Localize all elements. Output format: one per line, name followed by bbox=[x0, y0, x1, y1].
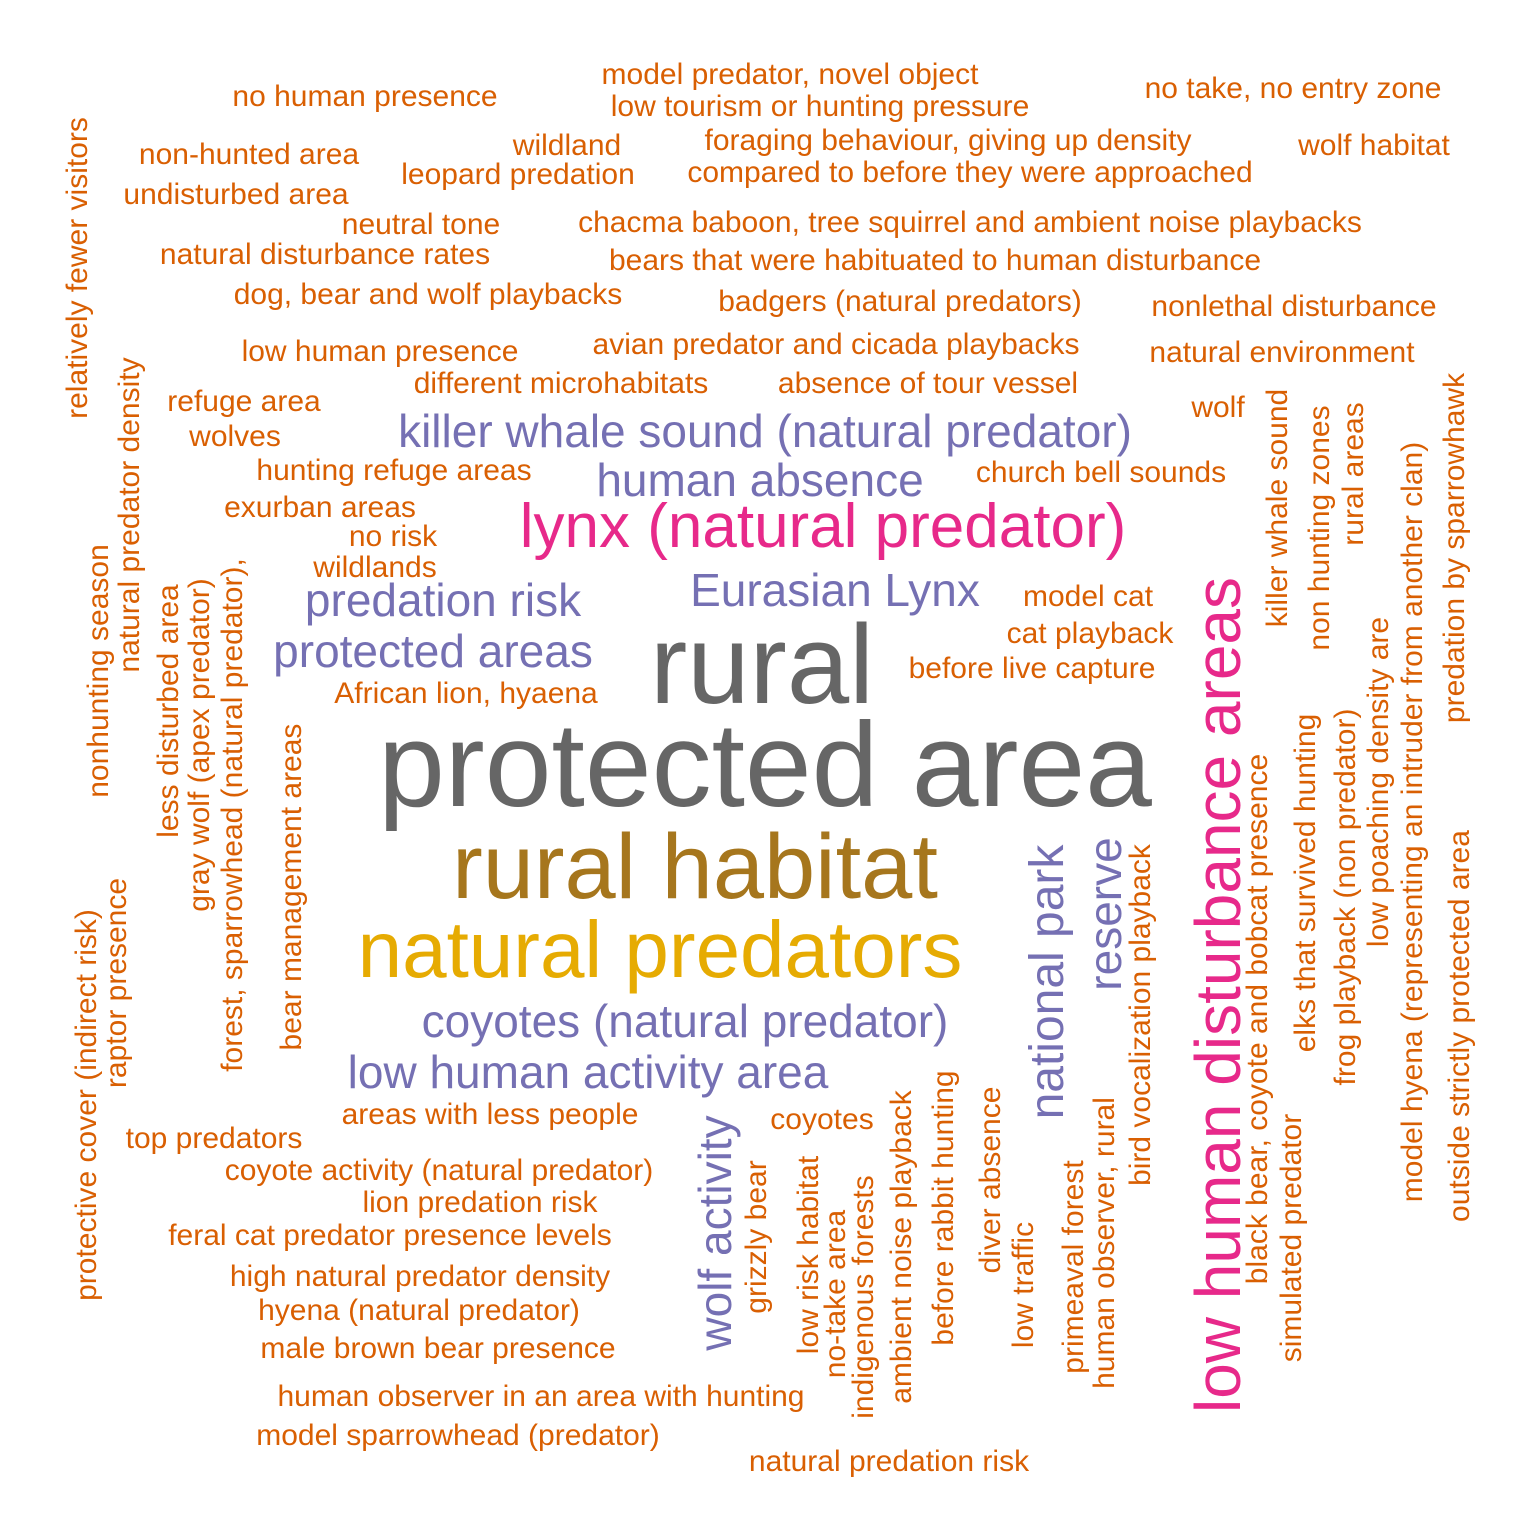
word: no risk bbox=[348, 520, 438, 553]
word: wolf activity bbox=[689, 1115, 741, 1351]
word: natural disturbance rates bbox=[159, 238, 491, 271]
word: cat playback bbox=[1006, 617, 1174, 650]
word: low traffic bbox=[1007, 1221, 1040, 1349]
word: no take, no entry zone bbox=[1144, 72, 1442, 105]
word: indigenous forests bbox=[847, 1175, 880, 1419]
word: model cat bbox=[1022, 580, 1154, 613]
word: gray wolf (apex predator) bbox=[183, 578, 216, 912]
word: rural bbox=[649, 602, 875, 727]
word: exurban areas bbox=[224, 491, 416, 524]
word: male brown bear presence bbox=[260, 1332, 616, 1365]
word: human observer in an area with hunting bbox=[277, 1380, 805, 1413]
word: model sparrowhead (predator) bbox=[256, 1419, 660, 1452]
word: nonhunting season bbox=[82, 544, 115, 798]
word: less disturbed area bbox=[152, 584, 185, 838]
word: model hyena (representing an intruder fr… bbox=[1396, 441, 1429, 1203]
word: neutral tone bbox=[341, 208, 501, 241]
word: primeaval forest bbox=[1057, 1160, 1090, 1374]
word: before rabbit hunting bbox=[927, 1070, 960, 1346]
word: before live capture bbox=[908, 652, 1156, 685]
word: lion predation risk bbox=[362, 1186, 598, 1219]
word: raptor presence bbox=[100, 877, 133, 1089]
word: high natural predator density bbox=[229, 1260, 611, 1293]
word: refuge area bbox=[167, 385, 321, 418]
word: diver absence bbox=[974, 1086, 1007, 1274]
word: church bell sounds bbox=[975, 456, 1227, 489]
word: low human presence bbox=[241, 335, 519, 368]
word: model predator, novel object bbox=[601, 58, 979, 91]
word: top predators bbox=[125, 1122, 303, 1155]
word: hunting refuge areas bbox=[256, 454, 532, 487]
word: coyotes (natural predator) bbox=[421, 995, 949, 1047]
word: rural areas bbox=[1337, 402, 1370, 546]
word: lynx (natural predator) bbox=[519, 492, 1127, 561]
word: natural predator density bbox=[113, 357, 146, 673]
word: protected area bbox=[378, 698, 1152, 832]
word: relatively fewer visitors bbox=[61, 117, 94, 419]
word: outside strictly protected area bbox=[1443, 830, 1476, 1222]
word: natural environment bbox=[1149, 336, 1415, 369]
word: hyena (natural predator) bbox=[258, 1294, 580, 1327]
word: protected areas bbox=[273, 625, 593, 677]
word: badgers (natural predators) bbox=[718, 285, 1082, 318]
word: natural predation risk bbox=[748, 1445, 1030, 1478]
word: bear management areas bbox=[275, 723, 308, 1051]
word: grizzly bear bbox=[740, 1160, 773, 1314]
word: bears that were habituated to human dist… bbox=[608, 244, 1262, 277]
word: predation risk bbox=[304, 574, 582, 626]
word: dog, bear and wolf playbacks bbox=[233, 278, 623, 311]
word: wolf habitat bbox=[1298, 129, 1450, 162]
word: non hunting zones bbox=[1303, 405, 1336, 651]
word: bird vocalization playback bbox=[1124, 844, 1157, 1186]
word: killer whale sound bbox=[1261, 388, 1294, 628]
word: non-hunted area bbox=[138, 138, 360, 171]
word: foraging behaviour, giving up density bbox=[704, 124, 1192, 157]
word: absence of tour vessel bbox=[777, 367, 1079, 400]
word: wolves bbox=[189, 420, 281, 453]
word: black bear, coyote and bobcat presence bbox=[1241, 753, 1274, 1285]
word: wolf bbox=[1191, 391, 1245, 424]
word: forest, sparrowhead (natural predator), bbox=[216, 558, 249, 1072]
word: Eurasian Lynx bbox=[690, 564, 980, 616]
word: wildland bbox=[512, 129, 622, 162]
word: coyotes bbox=[770, 1103, 874, 1136]
word: avian predator and cicada playbacks bbox=[592, 328, 1080, 361]
word: no human presence bbox=[232, 80, 498, 113]
word: low tourism or hunting pressure bbox=[610, 90, 1030, 123]
word: low poaching density are bbox=[1362, 616, 1395, 948]
word: frog playback (non predator) bbox=[1329, 708, 1362, 1086]
word: leopard predation bbox=[401, 158, 635, 191]
word: reserve bbox=[1079, 837, 1131, 991]
word: simulated predator bbox=[1275, 1113, 1308, 1363]
word: wildlands bbox=[313, 551, 437, 584]
word: different microhabitats bbox=[413, 367, 709, 400]
word: human absence bbox=[596, 454, 924, 506]
word: chacma baboon, tree squirrel and ambient… bbox=[578, 206, 1362, 239]
word: killer whale sound (natural predator) bbox=[398, 405, 1132, 457]
word: areas with less people bbox=[341, 1098, 639, 1131]
word: undisturbed area bbox=[123, 178, 349, 211]
word: coyote activity (natural predator) bbox=[224, 1154, 654, 1187]
word: feral cat predator presence levels bbox=[168, 1219, 612, 1252]
word: human observer, rural bbox=[1088, 1097, 1121, 1389]
word: compared to before they were approached bbox=[687, 156, 1253, 189]
word: low human activity area bbox=[347, 1046, 829, 1098]
word: elks that survived hunting bbox=[1289, 713, 1322, 1053]
word: predation by sparrowhawk bbox=[1438, 372, 1471, 724]
word: protective cover (indirect risk) bbox=[70, 909, 103, 1301]
word: nonlethal disturbance bbox=[1151, 290, 1437, 323]
word: ambient noise playback bbox=[885, 1090, 918, 1404]
word: African lion, hyaena bbox=[334, 677, 598, 710]
word: rural habitat bbox=[452, 816, 938, 918]
word: natural predators bbox=[357, 905, 963, 994]
word: national park bbox=[1021, 844, 1074, 1120]
